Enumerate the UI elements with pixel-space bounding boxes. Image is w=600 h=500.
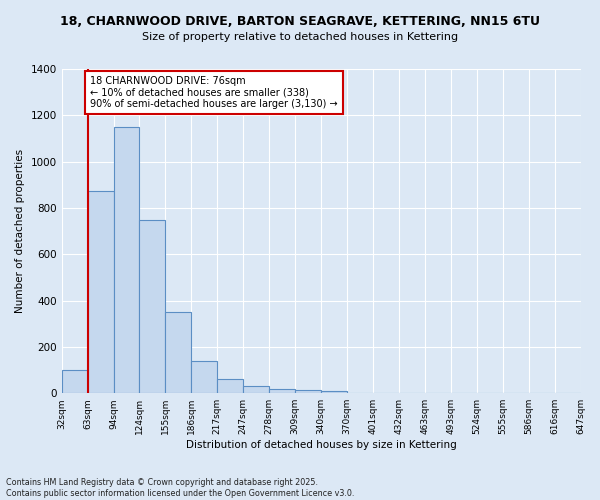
Bar bbox=[269, 388, 295, 393]
Y-axis label: Number of detached properties: Number of detached properties bbox=[15, 149, 25, 313]
Bar bbox=[191, 361, 217, 393]
Text: 18 CHARNWOOD DRIVE: 76sqm
← 10% of detached houses are smaller (338)
90% of semi: 18 CHARNWOOD DRIVE: 76sqm ← 10% of detac… bbox=[90, 76, 338, 109]
Bar bbox=[88, 190, 113, 393]
Text: Size of property relative to detached houses in Kettering: Size of property relative to detached ho… bbox=[142, 32, 458, 42]
Bar bbox=[62, 370, 88, 393]
Bar bbox=[321, 391, 347, 393]
Bar bbox=[166, 312, 191, 393]
Text: Contains HM Land Registry data © Crown copyright and database right 2025.
Contai: Contains HM Land Registry data © Crown c… bbox=[6, 478, 355, 498]
X-axis label: Distribution of detached houses by size in Kettering: Distribution of detached houses by size … bbox=[186, 440, 457, 450]
Bar bbox=[217, 380, 243, 393]
Bar bbox=[139, 220, 166, 393]
Bar bbox=[243, 386, 269, 393]
Bar bbox=[113, 127, 139, 393]
Text: 18, CHARNWOOD DRIVE, BARTON SEAGRAVE, KETTERING, NN15 6TU: 18, CHARNWOOD DRIVE, BARTON SEAGRAVE, KE… bbox=[60, 15, 540, 28]
Bar bbox=[295, 390, 321, 393]
